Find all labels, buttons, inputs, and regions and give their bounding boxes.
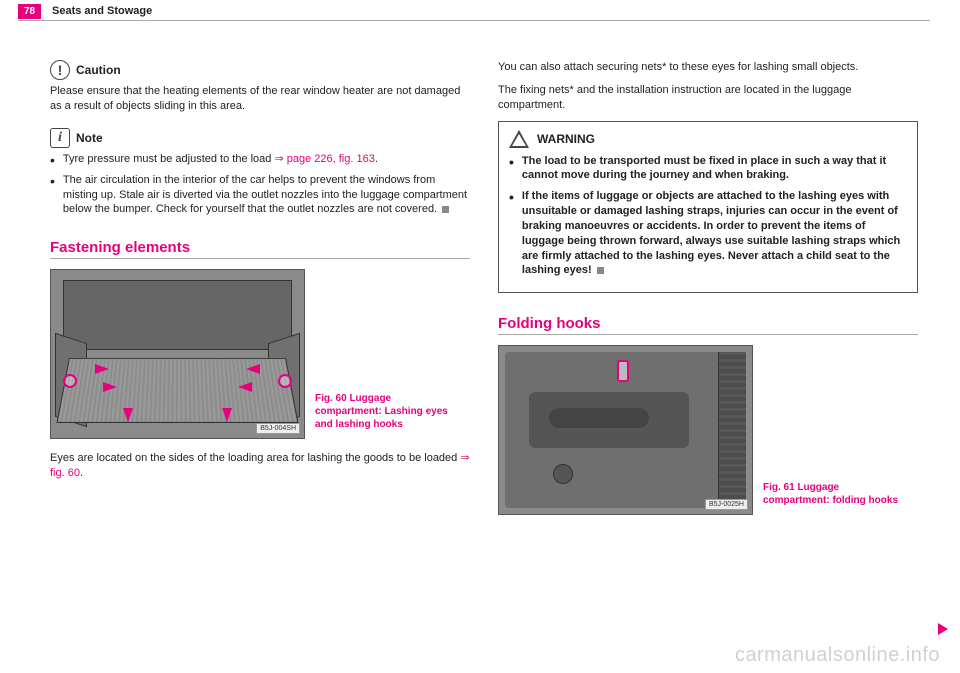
subhead-rule	[50, 258, 470, 259]
warning-icon	[509, 130, 529, 148]
left-column: ! Caution Please ensure that the heating…	[50, 60, 470, 515]
figure-60-caption: Fig. 60 Luggage compartment: Lashing eye…	[315, 392, 455, 439]
page-header: 78 Seats and Stowage	[0, 0, 960, 24]
info-icon: i	[50, 128, 70, 148]
warning-b1-text: The load to be transported must be fixed…	[522, 154, 907, 184]
end-marker	[597, 267, 604, 274]
warning-box: WARNING • The load to be transported mus…	[498, 121, 918, 294]
caution-icon: !	[50, 60, 70, 80]
note-b1-a: Tyre pressure must be adjusted to the lo…	[63, 153, 275, 165]
warning-b2: If the items of luggage or objects are a…	[522, 190, 900, 276]
caution-body: Please ensure that the heating elements …	[50, 84, 470, 114]
note-bullet-1: • Tyre pressure must be adjusted to the …	[50, 152, 470, 167]
warning-bullet-1: • The load to be transported must be fix…	[509, 154, 907, 184]
page: 78 Seats and Stowage ! Caution Please en…	[0, 0, 960, 673]
right-column: You can also attach securing nets* to th…	[498, 60, 918, 515]
end-marker	[442, 206, 449, 213]
fastening-body-b: .	[80, 467, 83, 479]
note-title: Note	[76, 131, 103, 145]
note-heading: i Note	[50, 128, 470, 148]
fastening-heading: Fastening elements	[50, 239, 470, 256]
fastening-body-a: Eyes are located on the sides of the loa…	[50, 452, 460, 464]
figure-60-id: B5J-004SH	[256, 423, 300, 434]
page-number-badge: 78	[18, 4, 41, 19]
warning-heading: WARNING	[509, 130, 907, 148]
figure-61-row: B5J-0025H Fig. 61 Luggage compartment: f…	[498, 345, 918, 515]
right-p2: The fixing nets* and the installation in…	[498, 83, 918, 113]
bullet-dot: •	[509, 189, 514, 278]
figure-60-row: B5J-004SH Fig. 60 Luggage compartment: L…	[50, 269, 470, 439]
caution-title: Caution	[76, 63, 121, 77]
warning-bullet-2: • If the items of luggage or objects are…	[509, 189, 907, 278]
figure-61-id: B5J-0025H	[705, 499, 748, 510]
warning-b2-text: If the items of luggage or objects are a…	[522, 189, 907, 278]
note-b1-link[interactable]: ⇒ page 226, fig. 163	[274, 153, 374, 165]
caution-heading: ! Caution	[50, 60, 470, 80]
figure-60-image: B5J-004SH	[50, 269, 305, 439]
header-rule	[18, 20, 930, 21]
figure-61-caption: Fig. 61 Luggage compartment: folding hoo…	[763, 481, 903, 515]
right-p1: You can also attach securing nets* to th…	[498, 60, 918, 75]
note-bullet-2-text: The air circulation in the interior of t…	[63, 173, 470, 218]
figure-61-image: B5J-0025H	[498, 345, 753, 515]
fastening-body: Eyes are located on the sides of the loa…	[50, 451, 470, 481]
watermark: carmanualsonline.info	[735, 644, 940, 667]
folding-heading: Folding hooks	[498, 315, 918, 332]
bullet-dot: •	[50, 173, 55, 218]
note-bullet-2: • The air circulation in the interior of…	[50, 173, 470, 218]
note-b1-b: .	[375, 153, 378, 165]
section-title: Seats and Stowage	[52, 5, 152, 17]
note-b2: The air circulation in the interior of t…	[63, 174, 467, 216]
bullet-dot: •	[509, 154, 514, 184]
note-bullet-1-text: Tyre pressure must be adjusted to the lo…	[63, 152, 378, 167]
bullet-dot: •	[50, 152, 55, 167]
subhead-rule	[498, 334, 918, 335]
warning-title: WARNING	[537, 132, 595, 146]
continue-arrow-icon	[938, 623, 948, 635]
content-columns: ! Caution Please ensure that the heating…	[0, 24, 960, 515]
